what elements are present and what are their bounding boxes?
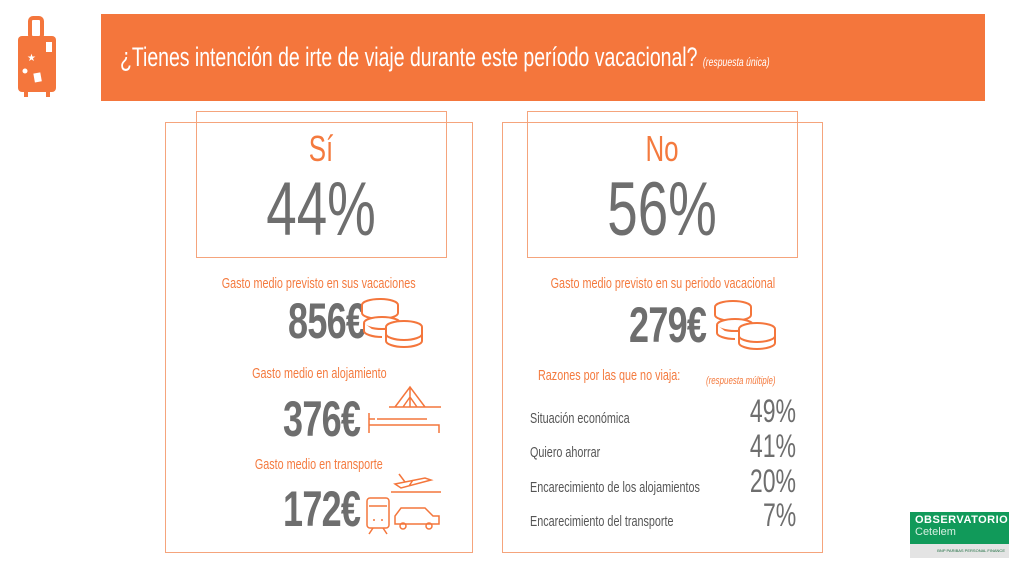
- bed-tent-icon: [368, 385, 441, 433]
- transport-icon: [366, 473, 441, 535]
- logo-subtitle: Cetelem: [915, 526, 956, 538]
- no-highlight-box: [527, 111, 798, 258]
- no-card: [502, 122, 823, 553]
- coins-icon: [714, 300, 776, 351]
- yes-spend-value: 856€: [287, 293, 366, 349]
- reasons-title: Razones por las que no viaja:: [538, 367, 681, 384]
- reason-percent: 7%: [762, 497, 796, 533]
- header-bar: [101, 14, 985, 101]
- no-percent: 56%: [607, 167, 718, 252]
- reason-label: Quiero ahorrar: [530, 444, 601, 461]
- observatorio-cetelem-logo: OBSERVATORIO Cetelem BNP PARIBAS PERSONA…: [910, 512, 1009, 558]
- question-text: ¿Tienes intención de irte de viaje duran…: [120, 42, 698, 72]
- reason-percent: 49%: [749, 393, 796, 429]
- transport-label: Gasto medio en transporte: [255, 456, 383, 473]
- yes-spend-label: Gasto medio previsto en sus vacaciones: [222, 275, 416, 292]
- reasons-note: (respuesta múltiple): [706, 375, 776, 387]
- suitcase-icon: ★: [18, 16, 56, 97]
- question-title: ¿Tienes intención de irte de viaje duran…: [120, 42, 1022, 73]
- coins-icon: [361, 298, 423, 349]
- lodging-label: Gasto medio en alojamiento: [251, 365, 387, 382]
- yes-card: [165, 122, 473, 553]
- yes-percent: 44%: [266, 167, 377, 252]
- no-spend-label: Gasto medio previsto en su periodo vacac…: [550, 275, 775, 292]
- question-note: (respuesta única): [702, 55, 770, 69]
- reason-label: Situación económica: [530, 410, 630, 427]
- reason-percent: 20%: [749, 463, 796, 499]
- yes-highlight-box: [196, 111, 447, 258]
- logo-title: OBSERVATORIO: [915, 514, 1009, 526]
- no-spend-value: 279€: [628, 297, 707, 353]
- svg-text:★: ★: [27, 53, 36, 64]
- lodging-value: 376€: [282, 391, 361, 447]
- yes-label: Sí: [309, 128, 334, 169]
- no-label: No: [645, 128, 680, 169]
- logo-bnp: BNP PARIBAS PERSONAL FINANCE: [910, 544, 1009, 558]
- reason-label: Encarecimiento de los alojamientos: [530, 479, 700, 496]
- transport-value: 172€: [282, 481, 361, 537]
- reason-label: Encarecimiento del transporte: [530, 513, 674, 530]
- reason-percent: 41%: [749, 428, 796, 464]
